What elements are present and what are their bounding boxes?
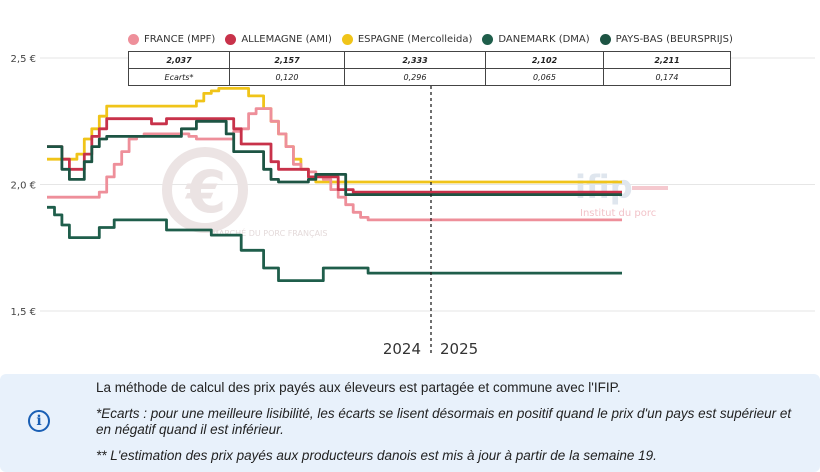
legend-dot-allemagne [225,34,237,45]
price-paysbas: 2,211 [603,51,731,69]
price-allemagne: 2,157 [229,51,345,69]
ecart-label: Ecarts* [128,68,230,86]
ecart-danemark: 0,065 [485,68,604,86]
series-line-allemagne [47,117,622,194]
year-label-2025: 2025 [440,340,478,358]
note-ecarts: *Ecarts : pour une meilleure lisibilité,… [96,406,792,437]
watermark-logos: € MARCHÉ DU PORC FRANÇAIS ifip Institut … [162,147,668,238]
legend-label-allemagne: ALLEMAGNE (AMI) [241,34,332,45]
price-espagne: 2,333 [344,51,486,69]
legend-item-paysbas: PAYS-BAS (BEURSPRIJS) [599,34,733,45]
info-panel: i La méthode de calcul des prix payés au… [0,374,820,472]
chart-series [47,87,622,282]
watermark-right-text: Institut du porc [580,208,656,219]
price-table: 2,037 2,157 2,333 2,102 2,211 Ecarts* 0,… [128,51,731,86]
chart-legend: FRANCE (MPF) ALLEMAGNE (AMI) ESPAGNE (Me… [128,34,743,45]
watermark-ifip-logo: ifip [575,168,633,206]
y-tick-label: 2,5 € [11,54,36,65]
legend-item-france: FRANCE (MPF) [128,34,215,45]
series-line-france [47,107,622,222]
legend-label-danemark: DANEMARK (DMA) [498,34,590,45]
legend-dot-paysbas [599,34,611,45]
series-line-paysbas [47,119,622,196]
price-danemark: 2,102 [485,51,604,69]
legend-item-allemagne: ALLEMAGNE (AMI) [225,34,332,45]
legend-item-danemark: DANEMARK (DMA) [482,34,590,45]
legend-dot-espagne [341,34,353,45]
price-line-chart: € MARCHÉ DU PORC FRANÇAIS ifip Institut … [11,54,815,358]
ecart-row: Ecarts* 0,120 0,296 0,065 0,174 [128,68,731,86]
info-circle-icon: i [28,410,50,432]
note-methodology: La méthode de calcul des prix payés aux … [96,380,621,395]
legend-label-paysbas: PAYS-BAS (BEURSPRIJS) [615,34,733,45]
legend-item-espagne: ESPAGNE (Mercolleida) [341,34,473,45]
legend-label-france: FRANCE (MPF) [144,34,216,45]
price-france: 2,037 [128,51,230,69]
watermark-left-text: MARCHÉ DU PORC FRANÇAIS [212,227,328,238]
legend-label-espagne: ESPAGNE (Mercolleida) [357,34,473,45]
price-row: 2,037 2,157 2,333 2,102 2,211 [128,51,731,69]
year-label-2024: 2024 [383,340,421,358]
legend-dot-france [128,34,139,45]
ecart-paysbas: 0,174 [603,68,731,86]
svg-text:€: € [184,158,226,226]
y-tick-label: 1,5 € [11,307,36,318]
note-denmark: ** L'estimation des prix payés aux produ… [96,448,657,463]
series-line-danemark [47,205,622,282]
legend-dot-danemark [482,34,494,45]
y-axis-labels: 2,5 € 2,0 € 1,5 € [11,54,36,318]
y-tick-label: 2,0 € [11,181,36,192]
ecart-espagne: 0,296 [344,68,486,86]
ecart-allemagne: 0,120 [229,68,345,86]
